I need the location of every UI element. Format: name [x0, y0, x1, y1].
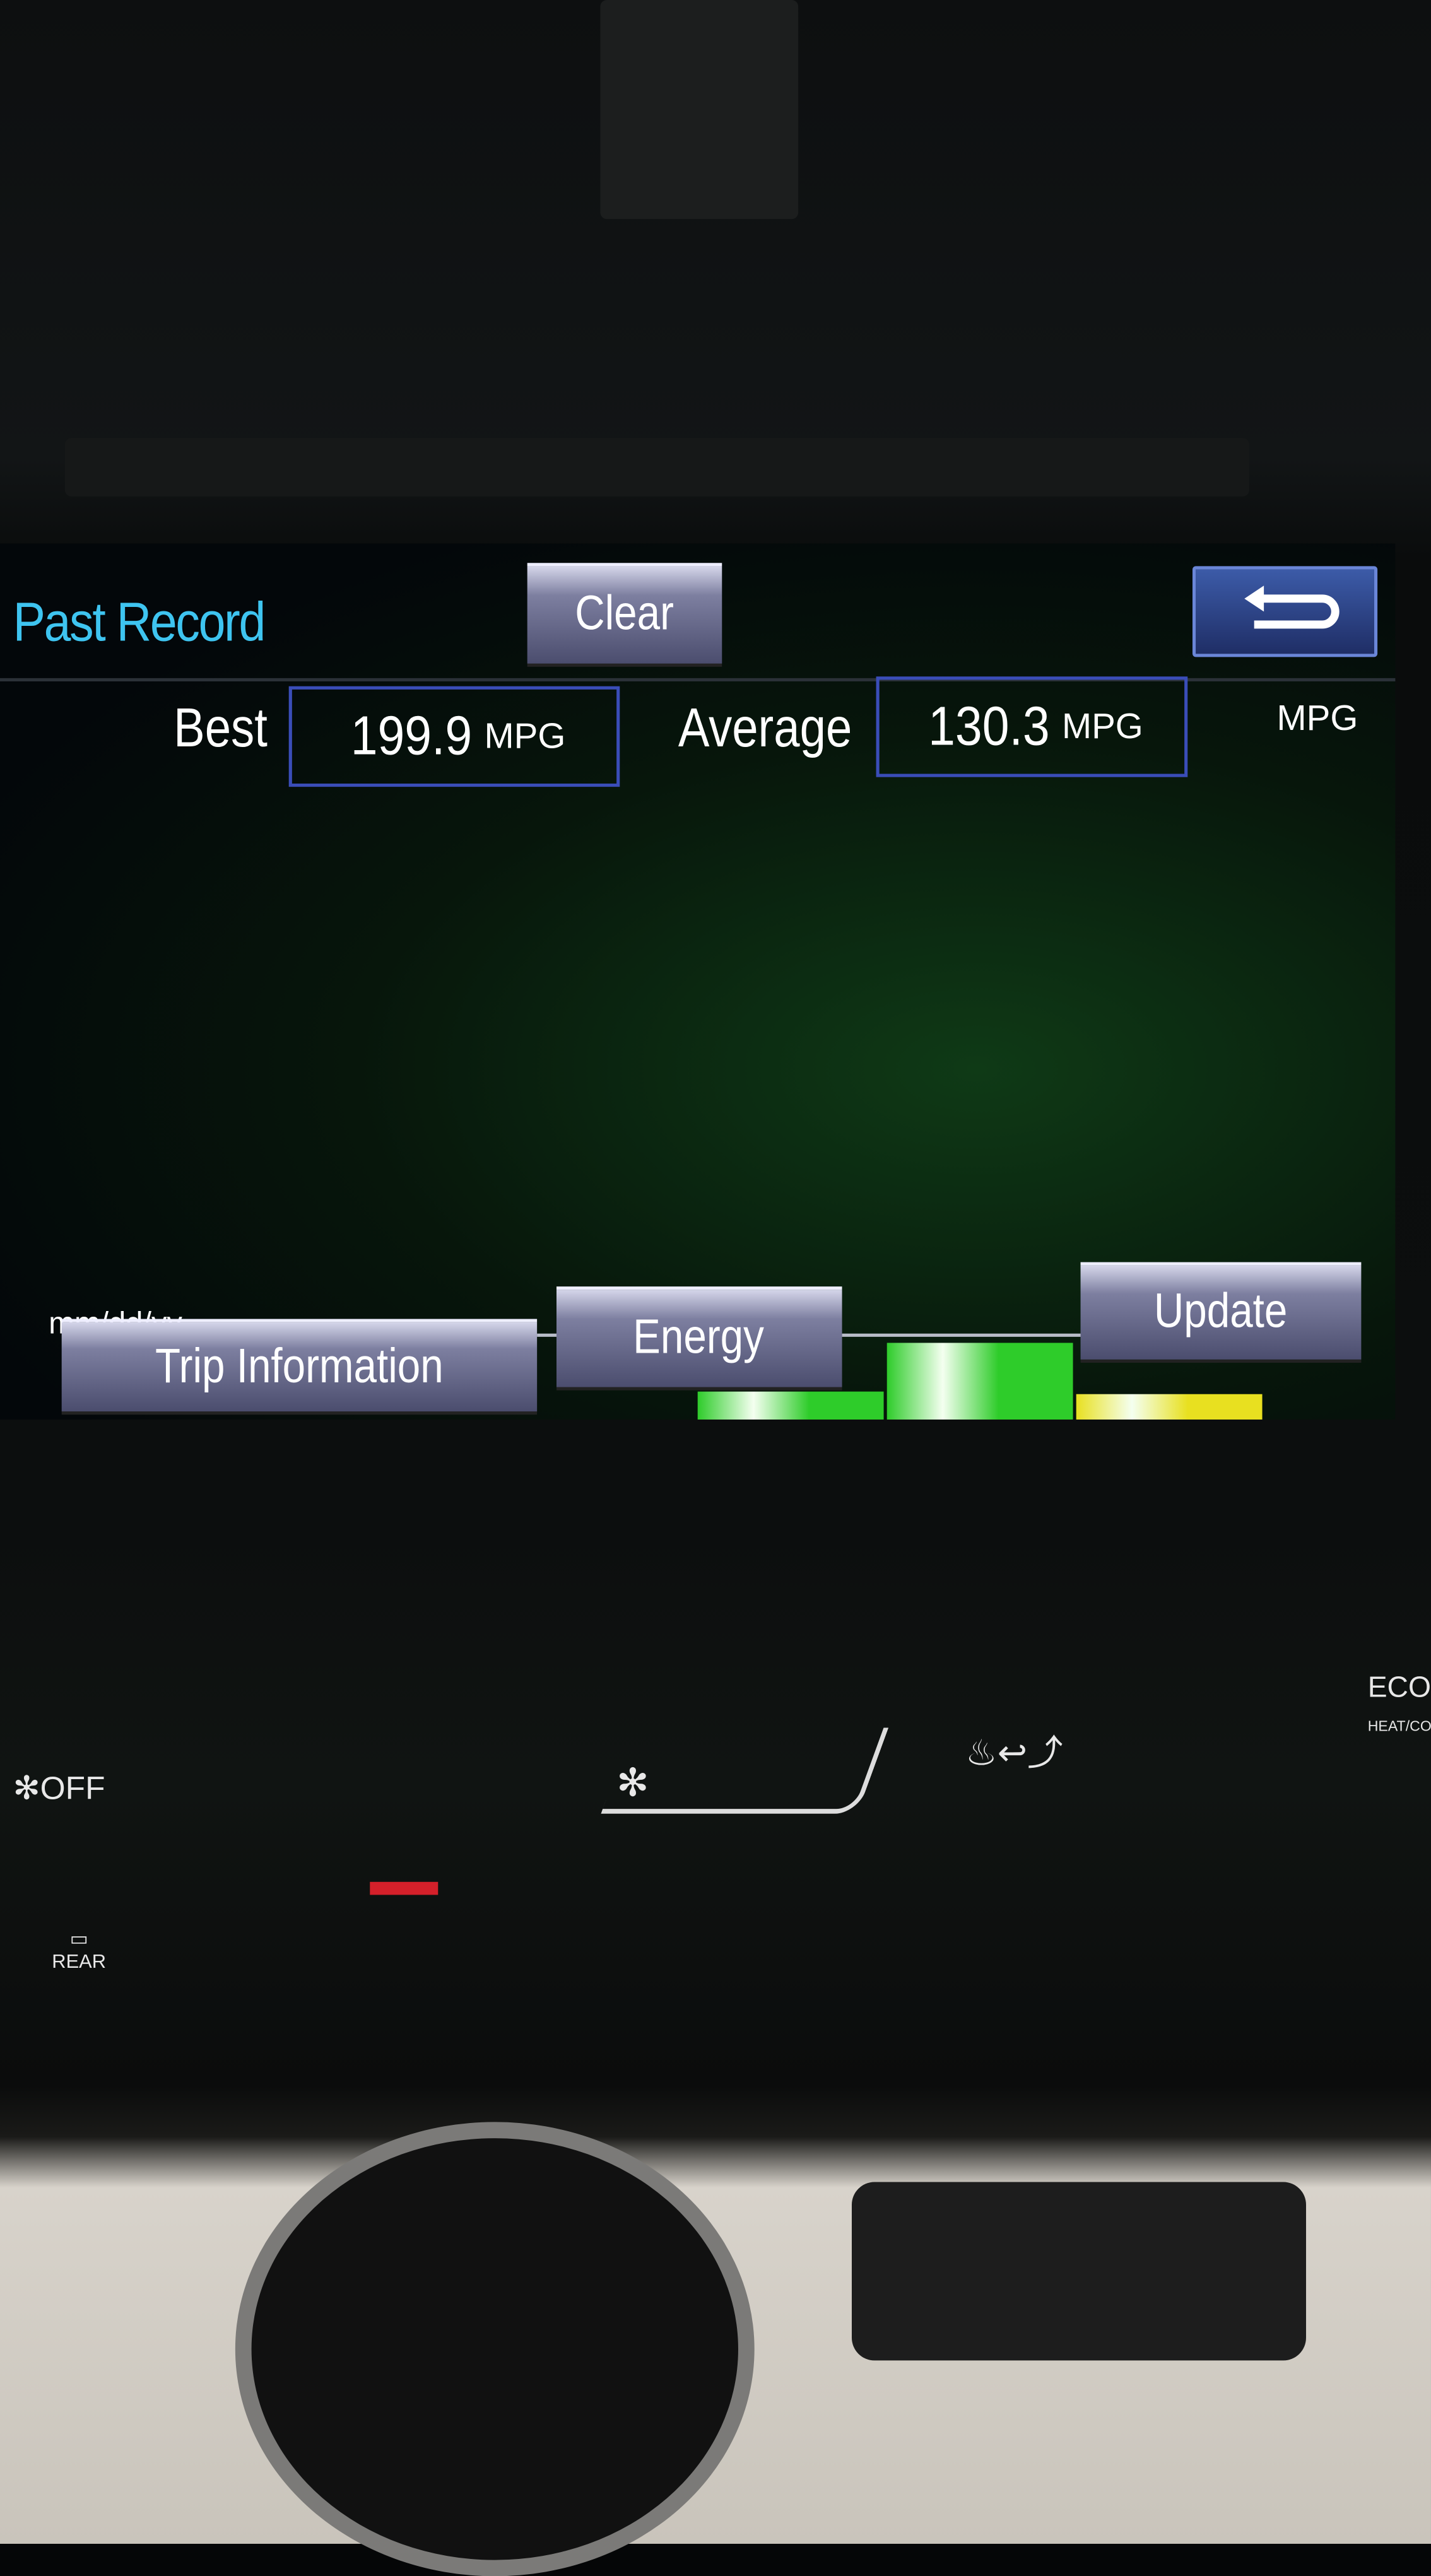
update-label: Update — [1154, 1285, 1288, 1339]
red-indicator — [370, 1881, 439, 1895]
energy-label: Energy — [633, 1310, 765, 1365]
eco-button[interactable]: ECO HEAT/CO — [1368, 1671, 1431, 1739]
update-button[interactable]: Update — [1080, 1262, 1362, 1360]
best-label: Best — [174, 697, 268, 760]
energy-button[interactable]: Energy — [556, 1286, 842, 1387]
drive-mode-buttons[interactable] — [851, 2182, 1306, 2361]
bar-4 — [886, 1343, 1073, 1420]
trip-information-label: Trip Information — [155, 1339, 444, 1393]
clear-button[interactable]: Clear — [527, 563, 722, 664]
average-value-box: 130.3 MPG — [876, 676, 1188, 777]
rear-defrost-button[interactable]: ▭ REAR — [52, 1927, 107, 1973]
average-unit: MPG — [1061, 705, 1143, 746]
fan-off-button[interactable]: ✻OFF — [13, 1771, 105, 1808]
fan-off-label: OFF — [40, 1771, 105, 1808]
best-unit: MPG — [484, 715, 566, 756]
y-axis-label: MPG — [1277, 698, 1358, 738]
best-value: 199.9 — [351, 705, 473, 767]
fan-icon: ✻ — [616, 1761, 649, 1806]
bar-3 — [697, 1391, 884, 1420]
eco-label: ECO — [1367, 1671, 1431, 1703]
past-record-screen: Past Record Clear Best 199.9 MPG Average … — [0, 543, 1396, 1420]
average-value: 130.3 — [929, 695, 1051, 757]
header-divider — [0, 678, 1396, 681]
cd-slot — [64, 438, 1249, 497]
return-arrow-icon — [1244, 585, 1340, 629]
cup-holder-knob — [235, 2122, 755, 2576]
page-title: Past Record — [13, 592, 266, 654]
bar-5 — [1076, 1394, 1263, 1420]
airflow-mode-icon[interactable]: ♨↩⤴ — [965, 1732, 1063, 1773]
average-label: Average — [678, 697, 852, 760]
trip-information-button[interactable]: Trip Information — [61, 1319, 538, 1412]
eco-sub-label: HEAT/CO — [1367, 1718, 1431, 1734]
rear-label: REAR — [52, 1950, 107, 1973]
vent-clip — [600, 0, 799, 220]
fan-speed-slider[interactable] — [601, 1727, 889, 1814]
back-button[interactable] — [1192, 566, 1378, 657]
clear-label: Clear — [575, 587, 674, 641]
best-value-box: 199.9 MPG — [288, 686, 620, 787]
